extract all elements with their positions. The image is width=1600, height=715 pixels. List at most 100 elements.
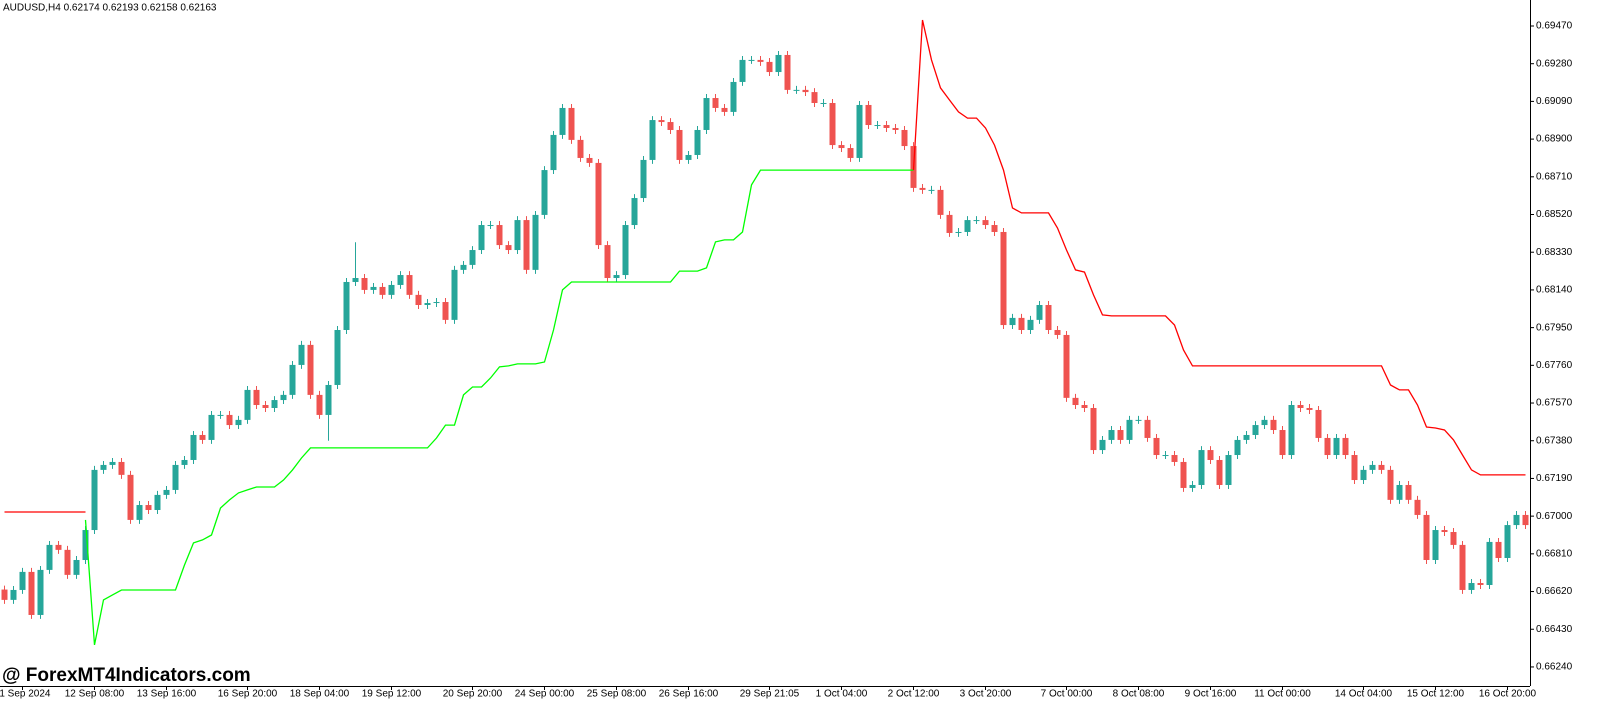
candle-body [1504, 525, 1511, 559]
candle-body [577, 139, 584, 158]
x-tick-label: 11 Oct 00:00 [1254, 689, 1311, 700]
candle-body [1252, 425, 1259, 435]
candle-body [37, 569, 44, 615]
candle-body [154, 494, 161, 510]
candle-body [937, 189, 944, 215]
x-tick-label: 9 Oct 16:00 [1185, 689, 1237, 700]
candle-body [406, 275, 413, 295]
candle-body [847, 148, 854, 158]
candle-body [1351, 455, 1358, 481]
candle-body [622, 225, 629, 276]
candle-body [586, 157, 593, 163]
candle-body [1342, 437, 1349, 456]
x-tick-label: 18 Sep 04:00 [290, 689, 350, 700]
x-tick-label: 16 Oct 20:00 [1479, 689, 1537, 700]
candle-body [1009, 317, 1016, 326]
candle-body [1459, 544, 1466, 590]
candle-body [1423, 514, 1430, 560]
candle-body [1135, 419, 1142, 421]
candle-body [235, 419, 242, 426]
candle-body [424, 303, 431, 305]
candle-body [1216, 459, 1223, 485]
candle-body [982, 220, 989, 226]
candle-body [640, 159, 647, 199]
candle-body [532, 214, 539, 270]
x-tick-label: 20 Sep 20:00 [443, 689, 503, 700]
candle-body [496, 225, 503, 246]
candle-body [712, 98, 719, 108]
candle-body [433, 302, 440, 304]
y-tick-label: 0.67190 [1536, 473, 1573, 484]
candle-body [442, 302, 449, 320]
candle-body [415, 294, 422, 305]
x-tick-label: 3 Oct 20:00 [960, 689, 1012, 700]
candle-body [100, 464, 107, 470]
y-tick-label: 0.68330 [1536, 247, 1573, 258]
candle-body [1261, 419, 1268, 426]
candle-body [190, 434, 197, 460]
x-tick-label: 29 Sep 21:05 [740, 689, 800, 700]
candle-body [361, 278, 368, 290]
candle-body [478, 225, 485, 251]
candle-body [541, 170, 548, 215]
candle-body [865, 104, 872, 126]
x-tick-label: 1 Oct 04:00 [816, 689, 868, 700]
candle-body [91, 469, 98, 531]
candle-body [595, 162, 602, 246]
candle-body [1234, 439, 1241, 456]
candle-body [262, 405, 269, 408]
candle-body [649, 120, 656, 160]
candle-body [1198, 450, 1205, 485]
candle-body [1108, 430, 1115, 440]
candle-body [1288, 405, 1295, 456]
candle-body [1297, 405, 1304, 408]
x-tick-label: 16 Sep 20:00 [218, 689, 278, 700]
candle-body [811, 92, 818, 103]
candle-body [694, 129, 701, 155]
candle-body [1270, 419, 1277, 431]
candle-body [1036, 304, 1043, 320]
x-tick-label: 26 Sep 16:00 [659, 689, 719, 700]
y-tick-label: 0.67760 [1536, 360, 1573, 371]
candle-body [1045, 304, 1052, 331]
candle-body [820, 102, 827, 104]
candle-body [883, 125, 890, 128]
candle-body [1180, 461, 1187, 488]
candle-body [226, 414, 233, 426]
candle-body [874, 125, 881, 127]
candle-body [19, 571, 26, 590]
candle-body [1441, 530, 1448, 533]
candle-body [1522, 514, 1529, 526]
y-tick-label: 0.68710 [1536, 171, 1573, 182]
candle-body [334, 330, 341, 385]
candle-body [460, 264, 467, 270]
candle-body [1396, 484, 1403, 500]
candle-body [271, 400, 278, 408]
candle-body [919, 187, 926, 190]
candle-body [1495, 541, 1502, 559]
candle-body [1315, 409, 1322, 438]
y-tick-label: 0.67000 [1536, 511, 1573, 522]
y-tick-label: 0.66430 [1536, 624, 1573, 635]
candle-body [10, 589, 17, 600]
y-tick-label: 0.68520 [1536, 209, 1573, 220]
candle-body [1027, 319, 1034, 331]
y-tick-label: 0.67570 [1536, 398, 1573, 409]
candle-body [1333, 437, 1340, 456]
chart-title: AUDUSD,H4 0.62174 0.62193 0.62158 0.6216… [3, 3, 217, 14]
candle-body [802, 89, 809, 93]
candle-body [505, 245, 512, 251]
candle-body [1, 589, 8, 600]
x-tick-label: 12 Sep 08:00 [65, 689, 125, 700]
candle-body [748, 59, 755, 61]
candle-body [721, 107, 728, 112]
candle-body [325, 384, 332, 415]
candle-body [766, 61, 773, 73]
candle-body [1369, 464, 1376, 470]
candle-body [1207, 450, 1214, 460]
candle-body [514, 220, 521, 251]
candle-body [1081, 405, 1088, 408]
candle-body [1018, 317, 1025, 331]
candle-body [1450, 532, 1457, 545]
candle-body [307, 344, 314, 395]
